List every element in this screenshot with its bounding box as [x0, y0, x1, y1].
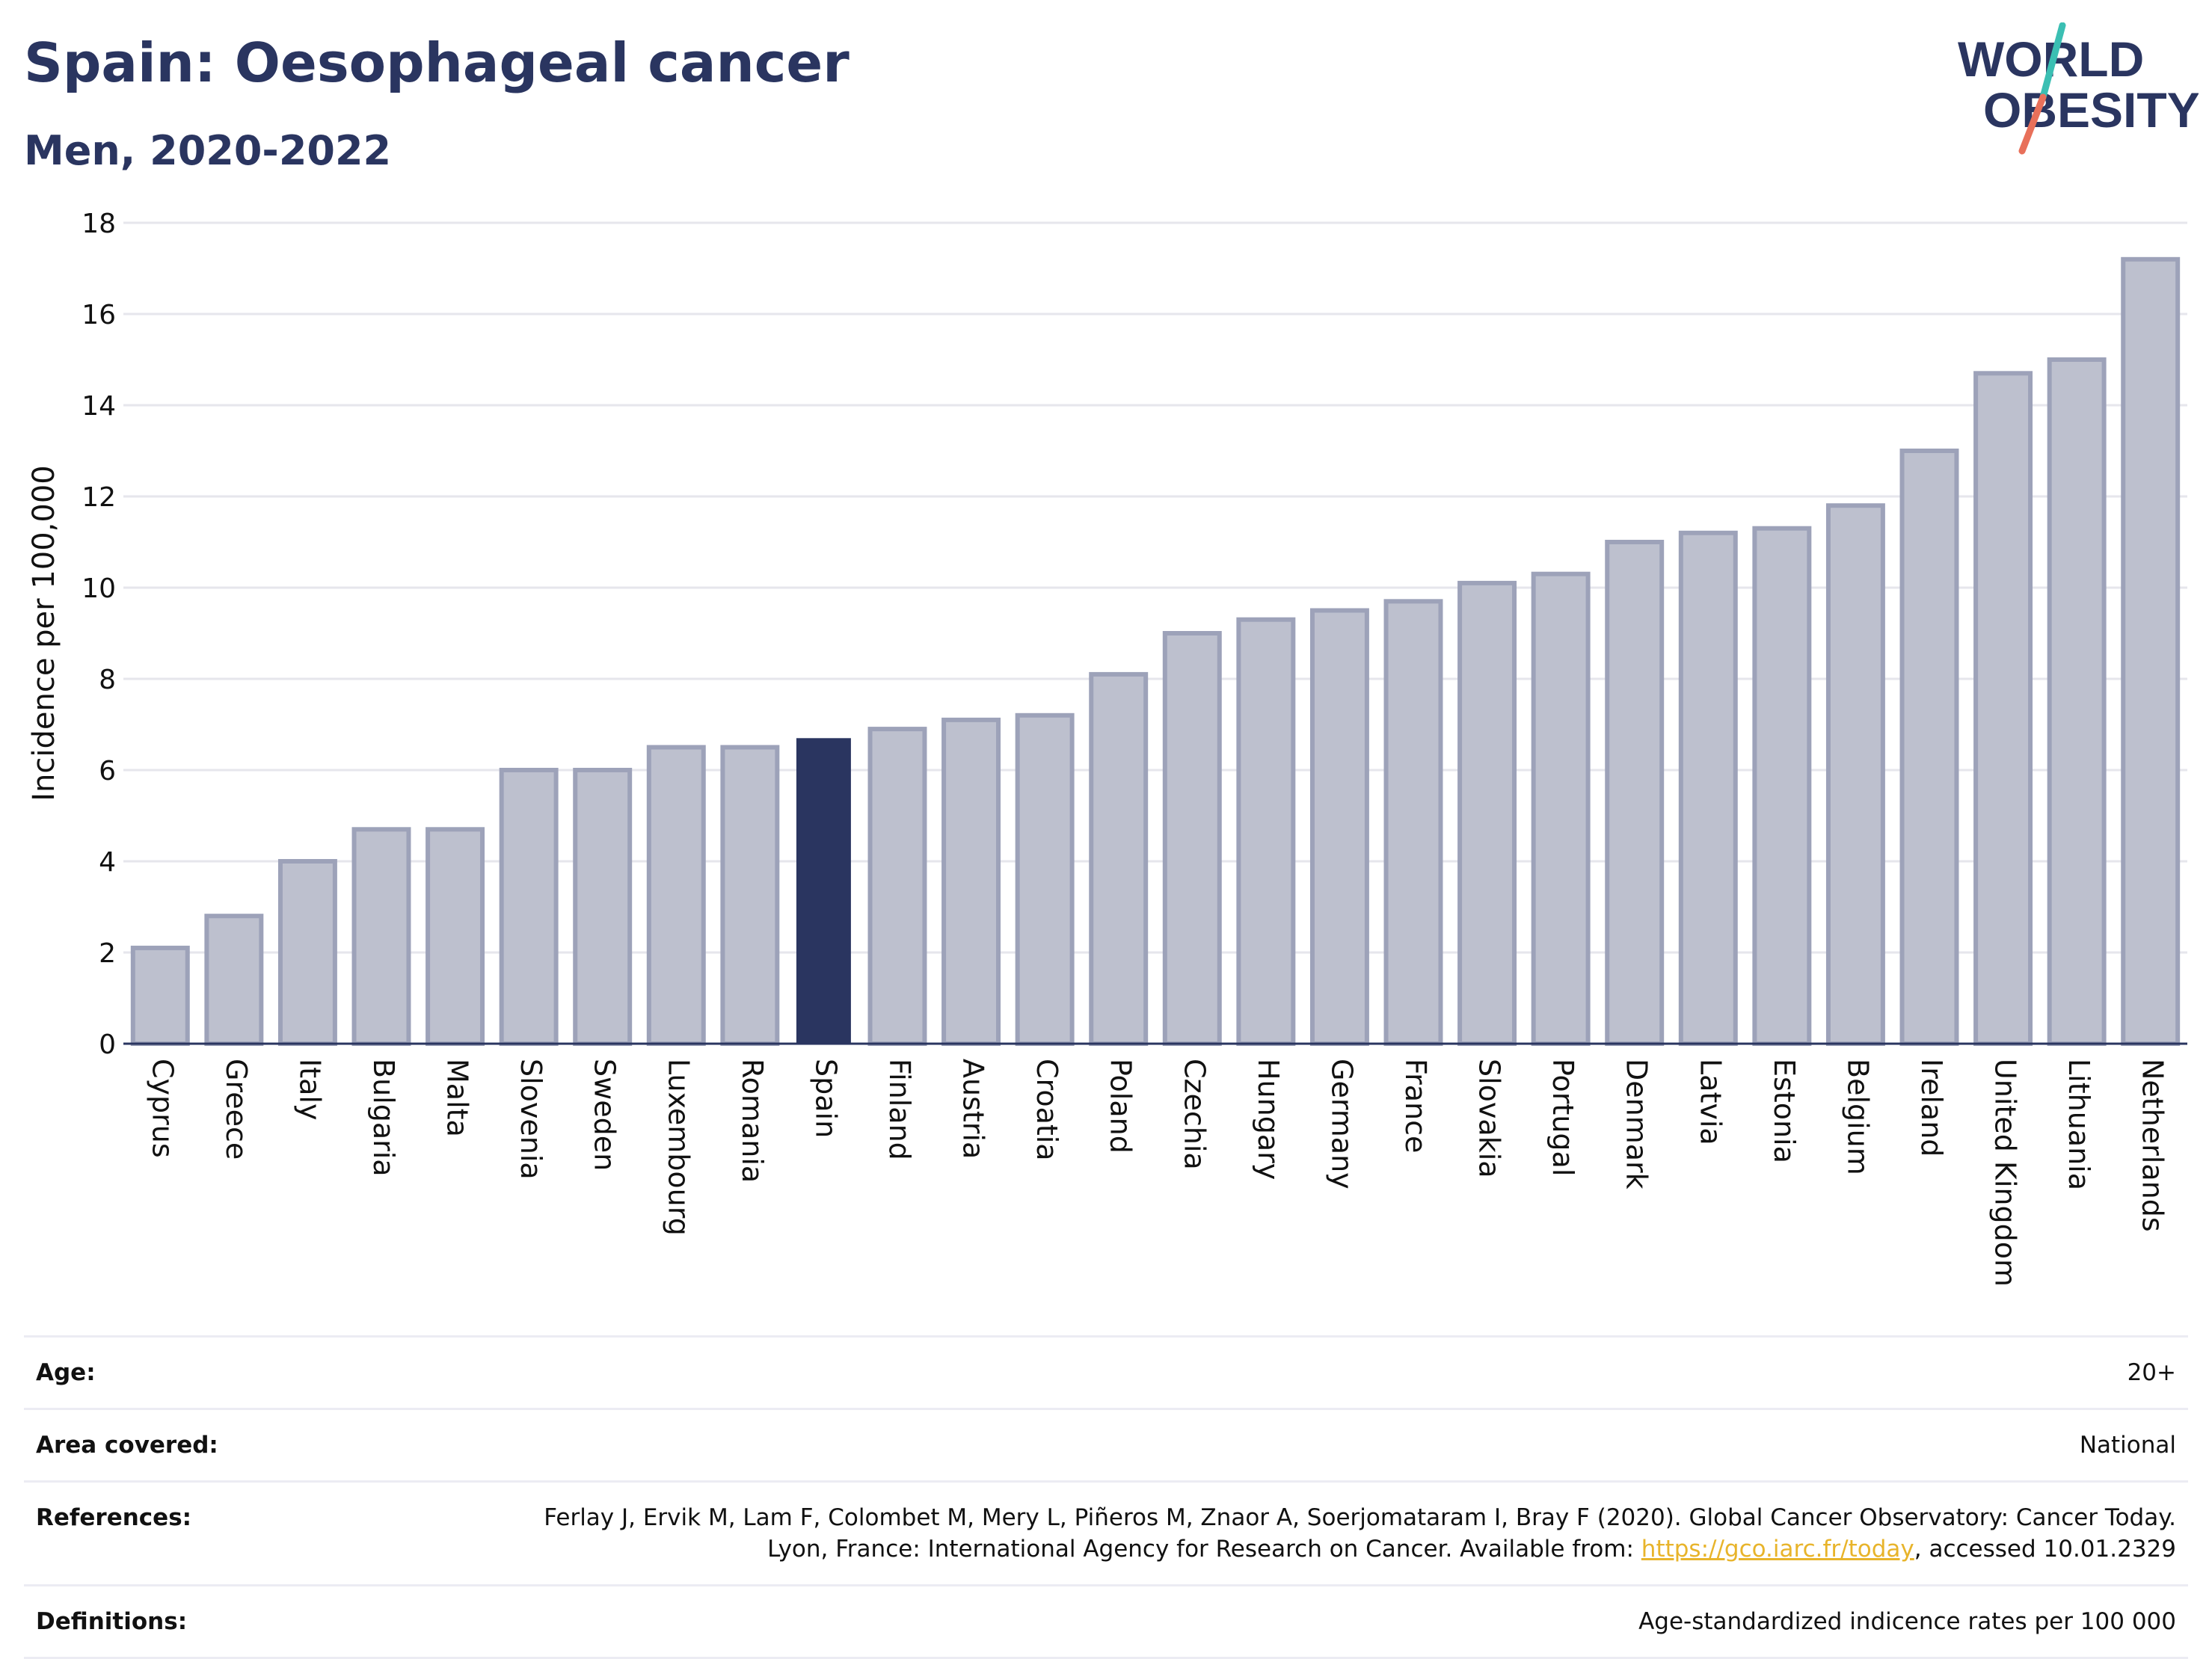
- bar-denmark: [1605, 540, 1665, 1046]
- bar-poland: [1089, 671, 1149, 1047]
- meta-value: 20+: [2127, 1359, 2176, 1386]
- x-tick-label: Romania: [736, 1059, 769, 1183]
- y-tick-labels: 0 2 4 6 8 10 12 14 16 18: [82, 209, 116, 1060]
- y-tick-label: 2: [99, 938, 116, 969]
- x-tick-label: Finland: [883, 1059, 916, 1160]
- meta-label: Age:: [36, 1359, 96, 1386]
- meta-row-age: Age: 20+: [24, 1335, 2188, 1408]
- reference-text-after: , accessed 10.01.2329: [1914, 1536, 2176, 1563]
- x-tick-labels: Cyprus Greece Italy Bulgaria Malta Slovenia Sw…: [146, 1059, 2169, 1287]
- x-tick-label: Italy: [293, 1059, 326, 1120]
- bar-latvia: [1678, 530, 1738, 1046]
- bar-malta: [425, 827, 485, 1047]
- reference-link[interactable]: https://gco.iarc.fr/today: [1641, 1536, 1914, 1563]
- bar-united-kingdom: [1973, 371, 2033, 1046]
- logo-slash-top: [2039, 22, 2066, 101]
- y-tick-label: 6: [99, 756, 116, 787]
- bar-estonia: [1752, 526, 1812, 1046]
- bar-sweden: [573, 768, 633, 1046]
- bar-luxembourg: [646, 745, 706, 1046]
- bar-belgium: [1825, 503, 1885, 1046]
- x-tick-label: Austria: [957, 1059, 990, 1159]
- x-tick-label: Malta: [441, 1059, 474, 1137]
- logo-slash-bottom: [2018, 93, 2047, 155]
- bar-ireland: [1899, 449, 1959, 1046]
- reference-text: Ferlay J, Ervik M, Lam F, Colombet M, Me…: [544, 1504, 2176, 1563]
- bar-bulgaria: [351, 827, 411, 1047]
- x-tick-label: Czechia: [1178, 1059, 1211, 1170]
- page-subtitle: Men, 2020-2022: [24, 127, 392, 174]
- x-tick-label: Lithuania: [2062, 1059, 2095, 1190]
- bars: [130, 256, 2181, 1047]
- x-tick-label: Slovenia: [514, 1059, 547, 1180]
- logo-line2: OBESITY: [1983, 82, 2199, 138]
- y-tick-label: 14: [82, 391, 116, 422]
- x-tick-label: Luxembourg: [662, 1059, 695, 1236]
- meta-value: Ferlay J, Ervik M, Lam F, Colombet M, Me…: [531, 1502, 2176, 1565]
- x-tick-label: Germany: [1325, 1059, 1358, 1189]
- page-title: Spain: Oesophageal cancer: [24, 31, 850, 94]
- bar-romania: [720, 745, 780, 1046]
- meta-label: Definitions:: [36, 1608, 188, 1635]
- x-tick-label: Spain: [809, 1059, 842, 1138]
- x-tick-label: Portugal: [1546, 1059, 1579, 1176]
- bar-slovenia: [499, 768, 559, 1046]
- y-tick-label: 18: [82, 209, 116, 239]
- x-tick-label: Denmark: [1620, 1059, 1653, 1189]
- bar-chart: 0 2 4 6 8 10 12 14 16 18 Cyprus Greece Italy Bulgari…: [27, 209, 2187, 1287]
- x-tick-label: Hungary: [1252, 1059, 1285, 1180]
- x-tick-label: Poland: [1105, 1059, 1137, 1154]
- x-tick-label: Ireland: [1915, 1059, 1948, 1157]
- x-tick-label: Belgium: [1841, 1059, 1874, 1175]
- x-tick-label: Netherlands: [2136, 1059, 2169, 1232]
- bar-portugal: [1531, 571, 1591, 1046]
- metadata-table: Age: 20+ Area covered: National Referenc…: [24, 1335, 2188, 1659]
- y-tick-label: 8: [99, 665, 116, 695]
- bar-lithuania: [2047, 357, 2107, 1046]
- meta-value: Age-standardized indicence rates per 100…: [1638, 1608, 2176, 1635]
- x-tick-label: Slovakia: [1473, 1059, 1506, 1178]
- world-obesity-logo: WORLD OBESITY: [1958, 22, 2199, 155]
- x-tick-label: Latvia: [1694, 1059, 1727, 1145]
- meta-label: References:: [36, 1504, 192, 1531]
- x-tick-label: Sweden: [589, 1059, 621, 1171]
- bar-spain: [796, 738, 851, 1044]
- meta-label: Area covered:: [36, 1432, 218, 1459]
- bar-slovakia: [1457, 580, 1517, 1046]
- bar-austria: [941, 717, 1001, 1047]
- bar-greece: [204, 914, 264, 1046]
- x-tick-label: Cyprus: [146, 1059, 179, 1158]
- bar-netherlands: [2121, 256, 2181, 1046]
- y-tick-label: 4: [99, 847, 116, 878]
- bar-cyprus: [130, 945, 190, 1047]
- meta-row-area: Area covered: National: [24, 1408, 2188, 1480]
- x-tick-label: Croatia: [1030, 1059, 1063, 1161]
- x-tick-label: United Kingdom: [1989, 1059, 2022, 1287]
- bar-croatia: [1015, 712, 1075, 1046]
- bar-finland: [867, 727, 927, 1046]
- bar-france: [1383, 599, 1443, 1046]
- y-tick-label: 16: [82, 300, 116, 330]
- y-tick-label: 12: [82, 482, 116, 513]
- bar-hungary: [1236, 617, 1296, 1046]
- x-tick-label: Greece: [220, 1059, 253, 1160]
- bar-czechia: [1162, 631, 1222, 1046]
- bar-germany: [1309, 608, 1369, 1046]
- x-tick-label: Estonia: [1768, 1059, 1801, 1163]
- x-tick-label: France: [1399, 1059, 1432, 1153]
- y-tick-label: 0: [99, 1029, 116, 1060]
- meta-row-definitions: Definitions: Age-standardized indicence …: [24, 1584, 2188, 1659]
- meta-value: National: [2079, 1432, 2176, 1459]
- y-tick-label: 10: [82, 573, 116, 604]
- y-axis-label: Incidence per 100,000: [27, 465, 61, 801]
- meta-row-references: References: Ferlay J, Ervik M, Lam F, Co…: [24, 1480, 2188, 1584]
- bar-italy: [277, 859, 337, 1046]
- x-tick-label: Bulgaria: [367, 1059, 400, 1177]
